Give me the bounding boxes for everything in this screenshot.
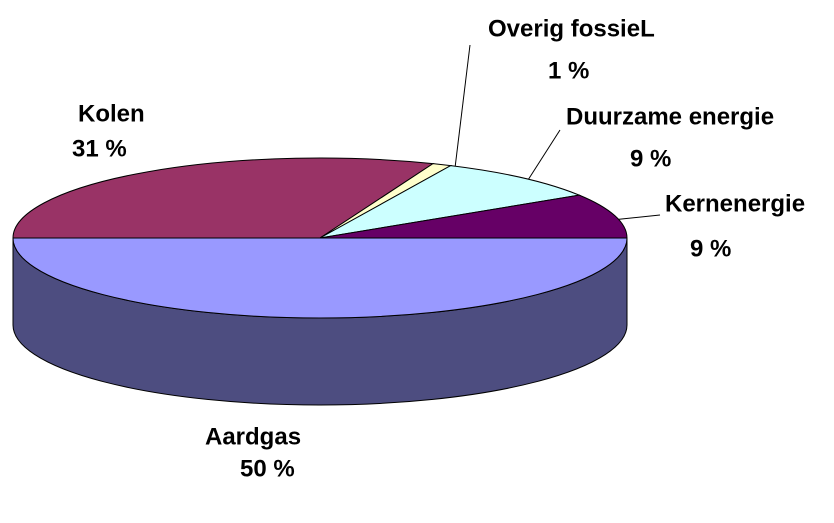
slice-label: Kolen xyxy=(78,100,145,127)
value-label: 31 % xyxy=(72,135,127,162)
slice-label: Kernenergie xyxy=(665,190,805,217)
pie-slice xyxy=(12,237,628,319)
pie-slice xyxy=(12,157,435,239)
value-label: 9 % xyxy=(690,235,731,262)
leader-line xyxy=(527,129,561,181)
value-label: 9 % xyxy=(630,145,671,172)
slice-label: Overig fossieL xyxy=(488,15,655,42)
slice-label: Duurzame energie xyxy=(566,103,774,130)
pie-slice xyxy=(319,165,582,239)
slice-label: Aardgas xyxy=(205,423,301,450)
leader-lines xyxy=(454,44,661,221)
value-label: 1 % xyxy=(548,57,589,84)
pie-slice xyxy=(319,194,628,239)
value-label: 50 % xyxy=(240,455,295,482)
leader-line xyxy=(611,214,661,221)
leader-line xyxy=(454,44,471,169)
